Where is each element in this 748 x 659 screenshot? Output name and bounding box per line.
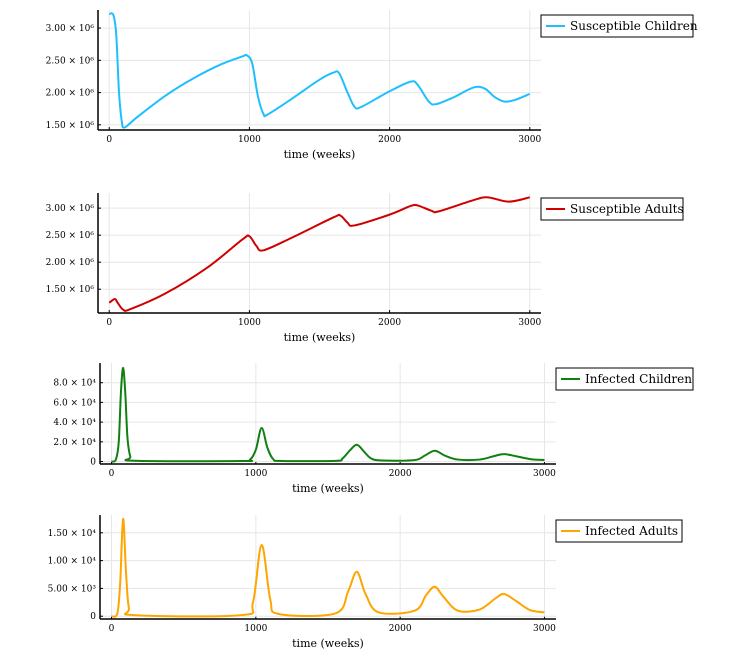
y-tick-label: 1.50 × 10⁶ — [46, 285, 95, 295]
legend-box — [555, 519, 683, 543]
x-tick-label: 1000 — [238, 318, 261, 328]
y-tick-label: 0 — [90, 458, 96, 468]
legend-label: Infected Children — [585, 372, 692, 386]
x-tick-label: 2000 — [389, 624, 412, 634]
series-line — [111, 517, 545, 618]
y-tick-label: 1.50 × 10⁴ — [48, 529, 97, 539]
legend-label: Susceptible Children — [570, 19, 698, 33]
x-tick-label: 0 — [109, 469, 115, 479]
y-tick-label: 5.00 × 10³ — [48, 584, 97, 594]
y-tick-label: 8.0 × 10⁴ — [53, 379, 96, 389]
legend: Infected Children — [555, 367, 694, 391]
legend-box — [540, 14, 694, 38]
y-tick-label: 2.50 × 10⁶ — [46, 231, 95, 241]
legend: Susceptible Children — [540, 14, 698, 38]
legend: Infected Adults — [555, 519, 683, 543]
x-tick-label: 3000 — [518, 318, 541, 328]
y-tick-label: 0 — [90, 612, 96, 622]
y-tick-label: 6.0 × 10⁴ — [53, 398, 96, 408]
y-tick-label: 1.00 × 10⁴ — [48, 557, 97, 567]
x-tick-label: 0 — [109, 624, 115, 634]
y-tick-label: 3.00 × 10⁶ — [46, 204, 95, 214]
x-tick-label: 1000 — [244, 469, 267, 479]
series-line — [108, 196, 531, 312]
legend-label: Infected Adults — [585, 524, 678, 538]
x-axis-label: time (weeks) — [292, 482, 364, 495]
x-tick-label: 0 — [106, 318, 112, 328]
y-tick-label: 3.00 × 10⁶ — [46, 24, 95, 34]
series-line — [111, 366, 545, 463]
x-tick-label: 1000 — [238, 135, 261, 145]
x-tick-label: 3000 — [518, 135, 541, 145]
legend: Susceptible Adults — [540, 197, 684, 221]
x-tick-label: 2000 — [378, 318, 401, 328]
x-tick-label: 3000 — [533, 469, 556, 479]
x-tick-label: 2000 — [389, 469, 412, 479]
subplot-1: 0 1000 2000 3000 1.50 × 10⁶ 2.00 × 10⁶ 2.50 × … — [46, 10, 698, 161]
subplot-2: 0 1000 2000 3000 1.50 × 10⁶ 2.00 × 10⁶ 2.50 × … — [46, 193, 684, 344]
x-tick-label: 2000 — [378, 135, 401, 145]
series-line — [108, 12, 531, 129]
legend-label: Susceptible Adults — [570, 202, 684, 216]
y-tick-label: 2.50 × 10⁶ — [46, 56, 95, 66]
subplot-4: 0 1000 2000 3000 0 5.00 × 10³ 1.00 × 10⁴ 1.50 ×… — [48, 515, 683, 650]
y-tick-label: 1.50 × 10⁶ — [46, 121, 95, 131]
x-tick-label: 3000 — [533, 624, 556, 634]
subplot-3: 0 1000 2000 3000 0 2.0 × 10⁴ 4.0 × 10⁴ 6.0 × 10… — [53, 363, 694, 495]
y-tick-label: 2.0 × 10⁴ — [53, 438, 96, 448]
x-axis-label: time (weeks) — [284, 148, 356, 161]
x-tick-label: 0 — [106, 135, 112, 145]
legend-box — [540, 197, 684, 221]
y-tick-label: 4.0 × 10⁴ — [53, 418, 96, 428]
x-axis-label: time (weeks) — [284, 331, 356, 344]
legend-box — [555, 367, 694, 391]
y-tick-label: 2.00 × 10⁶ — [46, 89, 95, 99]
x-tick-label: 1000 — [244, 624, 267, 634]
x-axis-label: time (weeks) — [292, 637, 364, 650]
y-tick-label: 2.00 × 10⁶ — [46, 258, 95, 268]
